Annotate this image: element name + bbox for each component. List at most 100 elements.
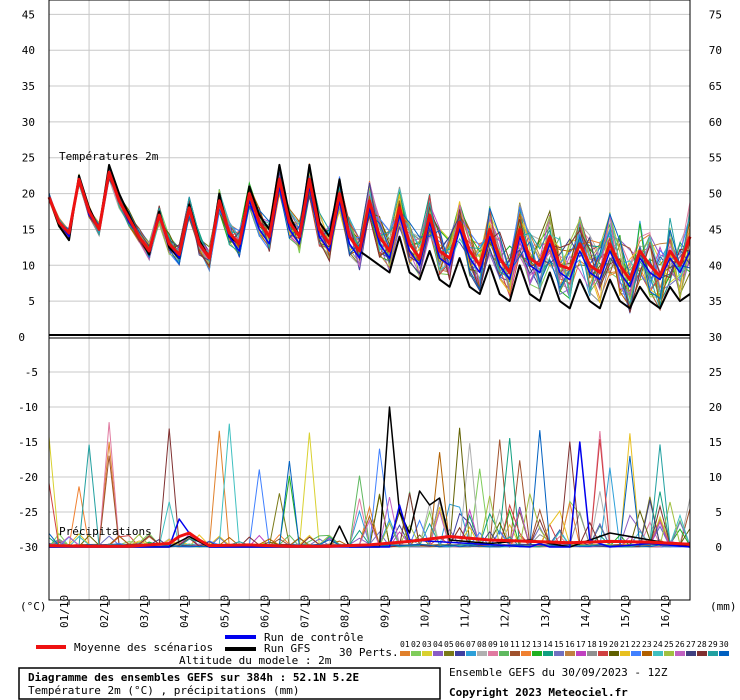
perturbation-legend: 01 02 03 04 05 06 07 08 09 10 11 12 13 14 15 16 17 18 19 20…: [400, 640, 729, 656]
pert-color-swatch: [587, 651, 597, 656]
precip-right-tick-label: 5: [715, 506, 722, 519]
temp-right-tick-label: 65: [709, 80, 722, 93]
x-date-label: 11/10: [459, 595, 472, 628]
pert-color-swatch: [565, 651, 575, 656]
precip-left-tick-label: -10: [18, 401, 38, 414]
temp-left-tick-label: 10: [22, 259, 35, 272]
legend-mean-label: Moyenne des scénarios: [74, 641, 213, 654]
temp-zero-right-label: 30: [709, 331, 722, 344]
pert-number-label: 30: [719, 640, 729, 649]
precip-mean-line: [48, 531, 691, 548]
x-date-label: 07/10: [298, 595, 311, 628]
pert-color-swatch: [532, 651, 542, 656]
pert-number-label: 20: [609, 640, 619, 649]
pert-color-swatch: [411, 651, 421, 656]
pert-number-label: 19: [598, 640, 608, 649]
x-date-label: 13/10: [539, 595, 552, 628]
temp-left-tick-label: 35: [22, 80, 35, 93]
temperature-panel-label: Températures 2m: [59, 150, 159, 163]
x-date-label: 02/10: [98, 595, 111, 628]
temp-right-tick-label: 75: [709, 8, 722, 21]
x-date-label: 15/10: [619, 595, 632, 628]
footer-title: Diagramme des ensembles GEFS sur 384h : …: [28, 671, 359, 684]
pert-number-label: 09: [488, 640, 498, 649]
pert-color-swatch: [554, 651, 564, 656]
temp-left-tick-label: 30: [22, 116, 35, 129]
temp-right-tick-label: 45: [709, 223, 722, 236]
precip-right-tick-label: 0: [715, 541, 722, 554]
pert-number-label: 21: [620, 640, 630, 649]
pert-number-label: 25: [664, 640, 674, 649]
pert-number-label: 23: [642, 640, 652, 649]
precip-left-tick-label: -20: [18, 471, 38, 484]
x-date-label: 05/10: [218, 595, 231, 628]
x-date-label: 09/10: [379, 595, 392, 628]
perts-label: 30 Perts.: [339, 646, 399, 659]
ensemble-info: Ensemble GEFS du 30/09/2023 - 12Z: [449, 666, 668, 679]
pert-color-swatch: [521, 651, 531, 656]
main-series: [47, 163, 692, 548]
pert-color-swatch: [422, 651, 432, 656]
left-unit-label: (°C): [20, 600, 47, 613]
pert-number-label: 14: [543, 640, 553, 649]
footer-title-box: [18, 667, 441, 700]
pert-color-swatch: [433, 651, 443, 656]
copyright: Copyright 2023 Meteociel.fr: [449, 686, 628, 699]
x-date-label: 06/10: [258, 595, 271, 628]
pert-number-label: 22: [631, 640, 641, 649]
pert-color-swatch: [653, 651, 663, 656]
pert-number-label: 01: [400, 640, 410, 649]
right-unit-label: (mm): [710, 600, 737, 613]
pert-color-swatch: [664, 651, 674, 656]
pert-color-swatch: [686, 651, 696, 656]
pert-number-label: 11: [510, 640, 520, 649]
altitude-label: Altitude du modele : 2m: [179, 654, 332, 667]
pert-color-swatch: [620, 651, 630, 656]
temp-left-tick-label: 45: [22, 8, 35, 21]
x-date-label: 10/10: [419, 595, 432, 628]
temp-right-tick-label: 40: [709, 259, 722, 272]
x-date-label: 04/10: [178, 595, 191, 628]
x-date-label: 16/10: [659, 595, 672, 628]
pert-color-swatch: [631, 651, 641, 656]
x-date-label: 03/10: [138, 595, 151, 628]
precip-right-tick-label: 10: [709, 471, 722, 484]
pert-color-swatch: [400, 651, 410, 656]
temp-left-tick-label: 20: [22, 188, 35, 201]
pert-color-swatch: [675, 651, 685, 656]
footer-subtitle: Température 2m (°C) , précipitations (mm…: [28, 684, 300, 697]
plot-frame: [48, 0, 691, 601]
temp-right-tick-label: 50: [709, 188, 722, 201]
pert-color-swatch: [543, 651, 553, 656]
pert-color-swatch: [719, 651, 729, 656]
legend-gfs-label: Run GFS: [264, 642, 310, 655]
legend-control-label: Run de contrôle: [264, 631, 363, 644]
precip-left-tick-label: -25: [18, 506, 38, 519]
temp-right-tick-label: 70: [709, 44, 722, 57]
chart-axes: 01/10 02/10 03/10 04/10 05/10 06/10 07/10 08/10…: [18, 0, 722, 628]
temp-zero-left-label: 0: [18, 331, 25, 344]
pert-color-swatch: [488, 651, 498, 656]
pert-color-swatch: [708, 651, 718, 656]
temp-right-tick-label: 60: [709, 116, 722, 129]
pert-color-swatch: [576, 651, 586, 656]
pert-number-label: 04: [433, 640, 443, 649]
pert-color-swatch: [499, 651, 509, 656]
pert-color-swatch: [477, 651, 487, 656]
precip-left-tick-label: -5: [25, 366, 38, 379]
x-date-label: 01/10: [58, 595, 71, 628]
pert-number-label: 03: [422, 640, 432, 649]
temp-left-tick-label: 40: [22, 44, 35, 57]
chart-grid: [48, 0, 691, 600]
precip-left-tick-label: -15: [18, 436, 38, 449]
temp-right-tick-label: 35: [709, 295, 722, 308]
precipitation-panel-label: Précipitations: [59, 525, 152, 538]
pert-number-label: 13: [532, 640, 542, 649]
precip-left-tick-label: -30: [18, 541, 38, 554]
pert-color-swatch: [598, 651, 608, 656]
pert-number-label: 16: [565, 640, 575, 649]
pert-number-label: 29: [708, 640, 718, 649]
pert-color-swatch: [455, 651, 465, 656]
pert-number-label: 17: [576, 640, 586, 649]
pert-color-swatch: [466, 651, 476, 656]
